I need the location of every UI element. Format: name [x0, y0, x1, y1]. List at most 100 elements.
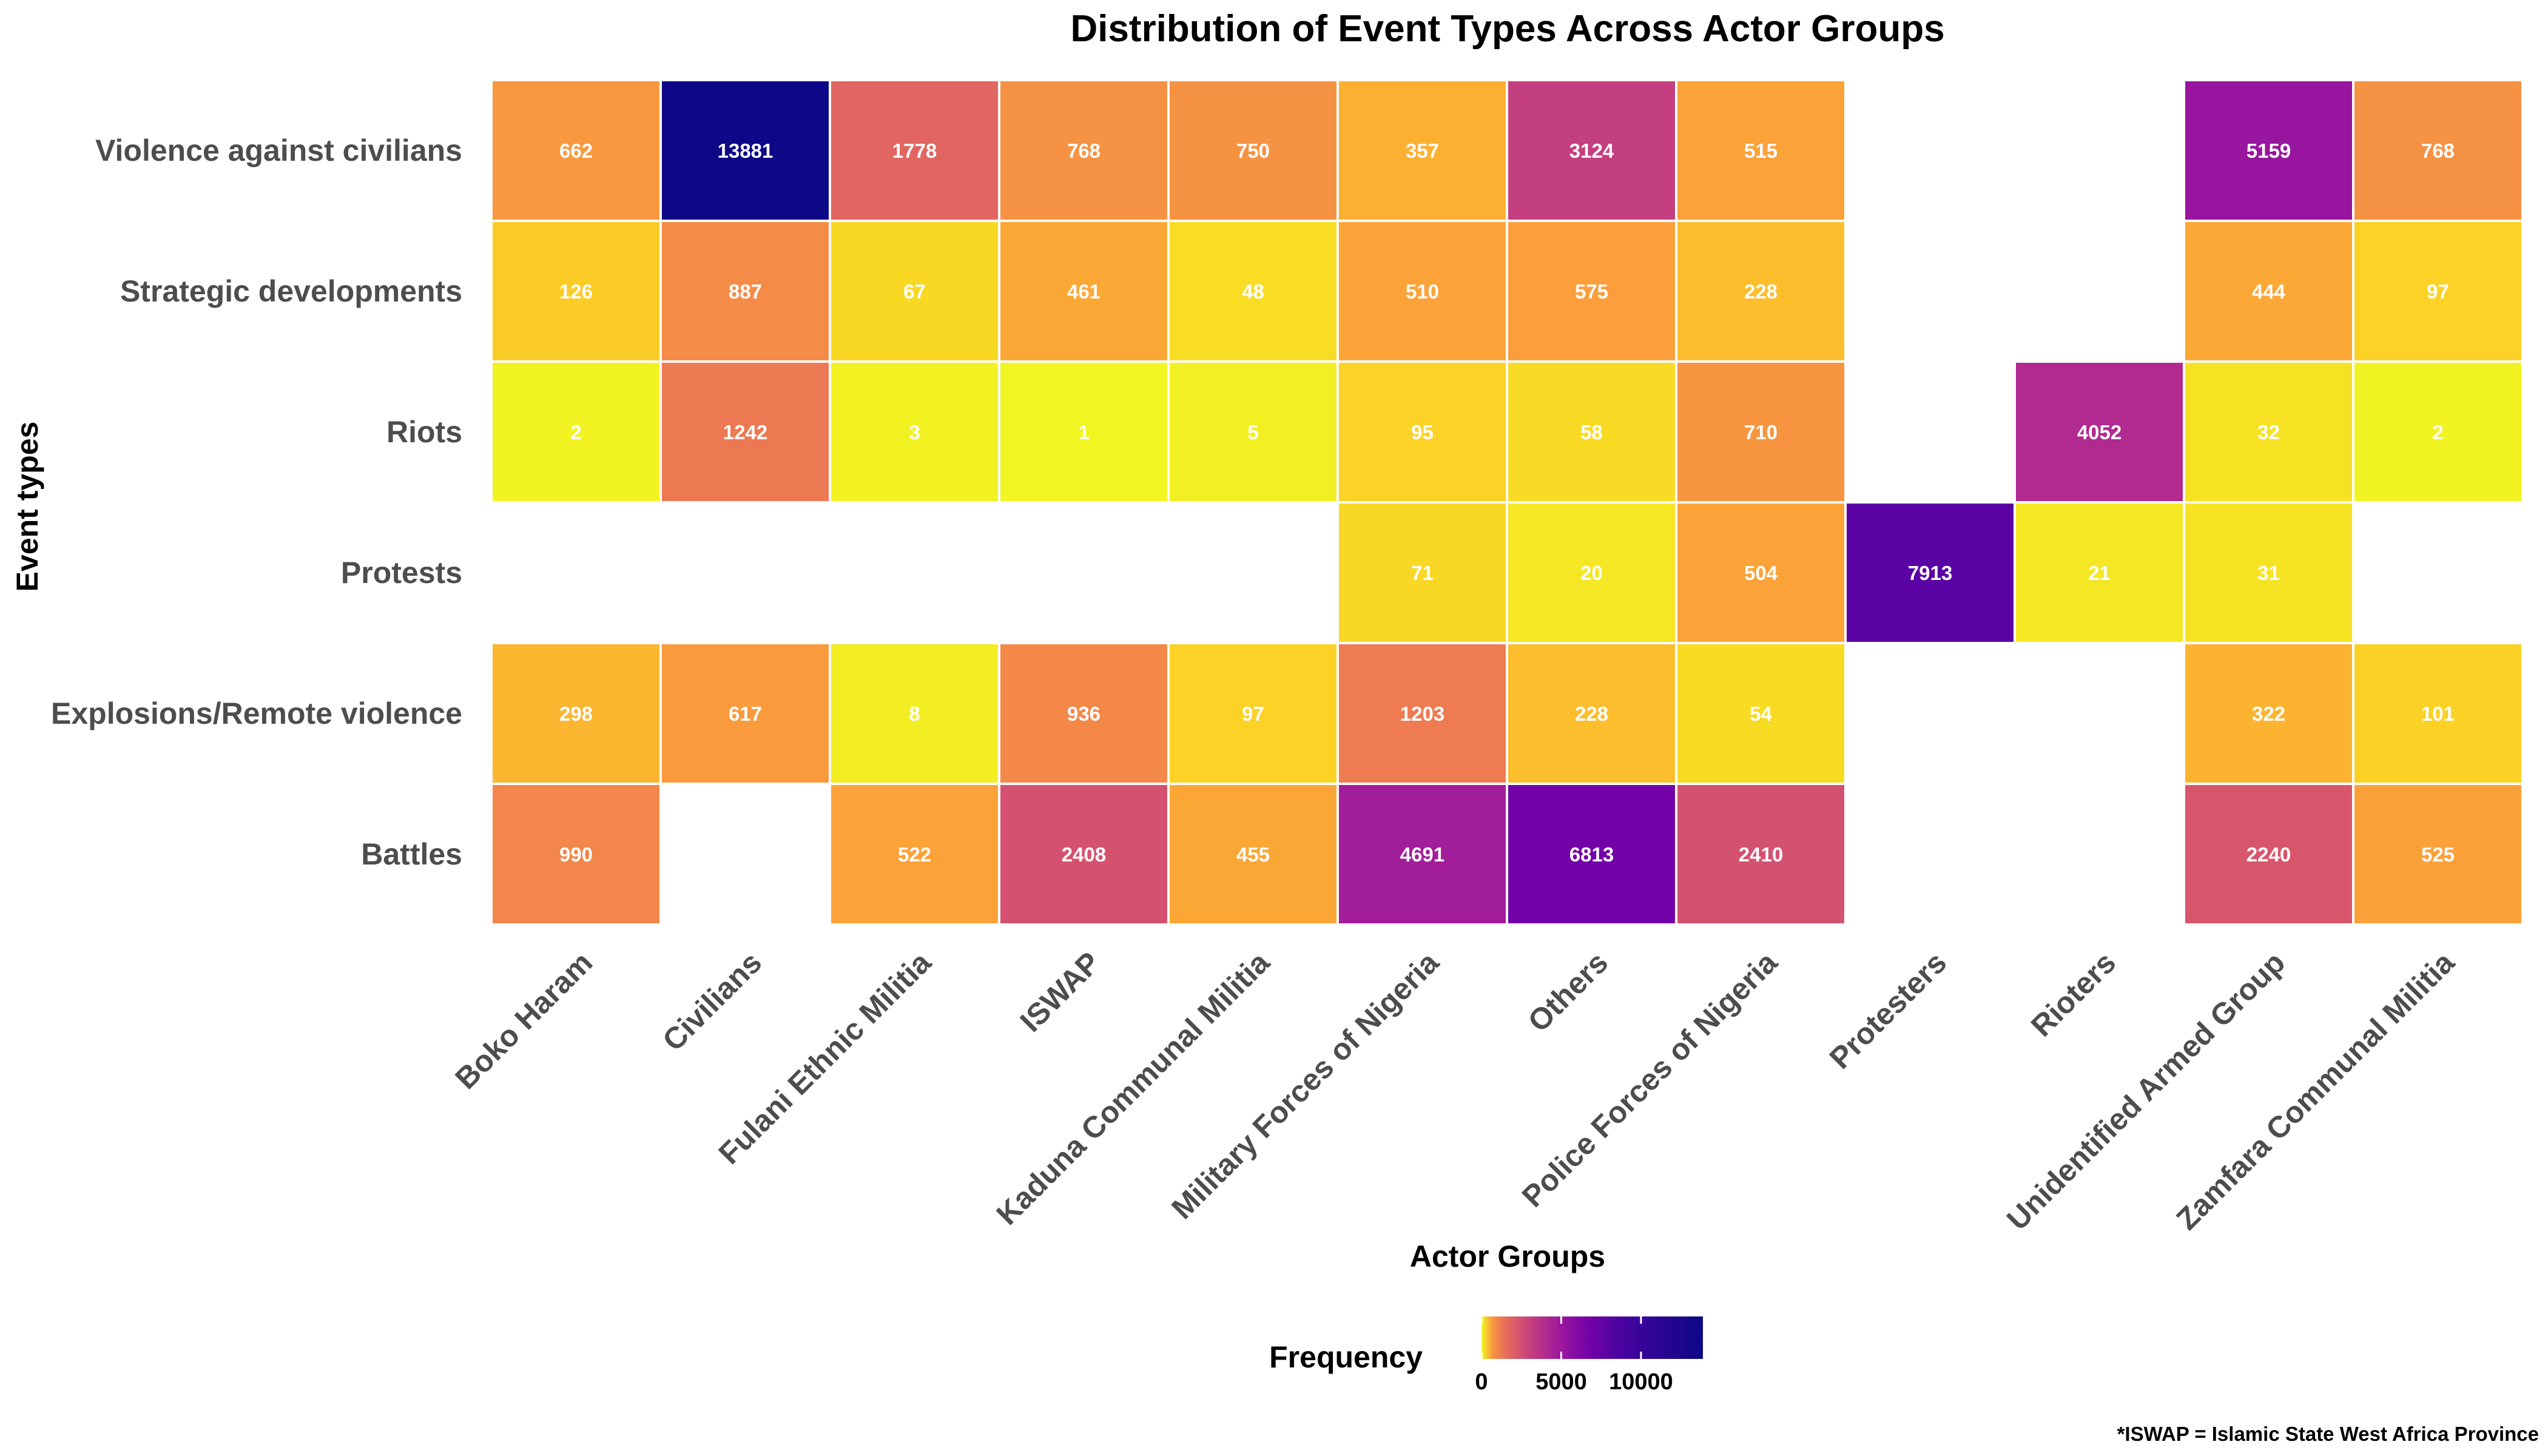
cell-value-label: 617 — [729, 703, 762, 725]
cell-value-label: 936 — [1067, 703, 1100, 725]
cell-value-label: 461 — [1067, 280, 1100, 303]
heatmap-cell — [2183, 642, 2354, 785]
heatmap-cell — [1844, 501, 2016, 644]
heatmap-cell — [2183, 783, 2354, 926]
cell-value-label: 3124 — [1569, 140, 1614, 162]
y-tick-label: Explosions/Remote violence — [51, 696, 462, 730]
legend-title: Frequency — [1269, 1340, 1423, 1374]
cell-value-label: 2 — [570, 421, 581, 443]
heatmap-cell — [2014, 360, 2185, 504]
color-legend: Frequency 0 5000 10000 — [1269, 1316, 1703, 1395]
cell-value-label: 7913 — [1908, 562, 1952, 584]
heatmap-cell — [2352, 783, 2524, 926]
heatmap-cell — [1336, 79, 1508, 222]
cell-value-label: 504 — [1744, 562, 1778, 584]
heatmap-cell — [1675, 79, 1847, 222]
y-tick-label: Violence against civilians — [95, 133, 462, 167]
heatmap-cell — [1506, 220, 1677, 363]
heatmap-cell — [490, 642, 662, 785]
cell-value-label: 525 — [2421, 843, 2455, 866]
cell-value-label: 1 — [1078, 421, 1089, 443]
cell-value-label: 228 — [1744, 280, 1778, 303]
legend-tick-label: 5000 — [1535, 1369, 1587, 1395]
heatmap-cell — [1336, 642, 1508, 785]
heatmap-cell — [659, 79, 831, 222]
cell-value-label: 97 — [2427, 280, 2449, 303]
cell-value-label: 5 — [1247, 421, 1258, 443]
y-tick-label: Protests — [341, 556, 462, 590]
cell-value-label: 21 — [2088, 562, 2111, 584]
cell-value-label: 322 — [2252, 703, 2285, 725]
heatmap-cell — [1675, 360, 1847, 504]
x-tick-label: Unidentified Armed Group — [2000, 945, 2291, 1236]
cell-value-label: 768 — [1067, 140, 1100, 162]
legend-tick-label: 0 — [1475, 1369, 1488, 1395]
x-tick-label: Boko Haram — [448, 945, 599, 1096]
cell-value-label: 67 — [903, 280, 926, 303]
legend-colorbar — [1481, 1316, 1703, 1359]
cell-value-label: 228 — [1575, 703, 1608, 725]
cell-value-label: 515 — [1744, 140, 1778, 162]
x-tick-label: Zamfara Communal Militia — [2170, 945, 2462, 1236]
cell-value-label: 71 — [1411, 562, 1434, 584]
cell-value-label: 31 — [2257, 562, 2280, 584]
cell-value-label: 575 — [1575, 280, 1608, 303]
x-tick-label: Kaduna Communal Militia — [990, 945, 1277, 1232]
cell-value-label: 2240 — [2246, 843, 2291, 866]
cell-value-label: 13881 — [718, 140, 774, 162]
cell-value-label: 662 — [559, 140, 593, 162]
cell-value-label: 5159 — [2246, 140, 2291, 162]
heatmap-cell — [1506, 360, 1677, 504]
cell-value-label: 54 — [1750, 703, 1772, 725]
heatmap-cell — [829, 360, 1000, 504]
cell-value-label: 48 — [1242, 280, 1264, 303]
heatmap-cell — [1675, 220, 1847, 363]
heatmap-cell — [1506, 783, 1677, 926]
heatmap-cell — [998, 220, 1170, 363]
heatmap-cell — [1675, 783, 1847, 926]
cell-value-label: 20 — [1580, 562, 1603, 584]
cell-value-label: 2410 — [1739, 843, 1783, 866]
cell-value-label: 95 — [1411, 421, 1434, 443]
y-axis-title: Event types — [10, 422, 44, 592]
heatmap-cell — [1336, 220, 1508, 363]
cell-value-label: 768 — [2421, 140, 2455, 162]
cell-value-label: 510 — [1406, 280, 1439, 303]
cell-value-label: 8 — [909, 703, 920, 725]
y-tick-label: Strategic developments — [120, 274, 462, 308]
heatmap-cell — [2352, 360, 2524, 504]
heatmap-cell — [490, 783, 662, 926]
y-tick-label: Battles — [361, 837, 462, 871]
cell-value-label: 444 — [2252, 280, 2286, 303]
x-axis-title: Actor Groups — [1410, 1239, 1605, 1273]
cell-value-label: 6813 — [1569, 843, 1614, 866]
heatmap-cell — [2352, 79, 2524, 222]
cell-value-label: 2408 — [1062, 843, 1106, 866]
cell-value-label: 2 — [2432, 421, 2443, 443]
x-tick-label: Civilians — [656, 945, 768, 1057]
heatmap-cell — [998, 783, 1170, 926]
heatmap-cell — [1167, 642, 1339, 785]
heatmap-cell — [1675, 642, 1847, 785]
heatmap-cell — [1167, 360, 1339, 504]
cell-value-label: 887 — [729, 280, 762, 303]
chart-title: Distribution of Event Types Across Actor… — [1070, 8, 1944, 50]
cell-value-label: 357 — [1406, 140, 1439, 162]
x-tick-label: Rioters — [2024, 945, 2122, 1043]
heatmap-cells — [490, 79, 2524, 926]
heatmap-cell — [2183, 501, 2354, 644]
legend-ticks: 0 5000 10000 — [1475, 1316, 1673, 1395]
y-tick-label: Riots — [386, 415, 462, 449]
heatmap-cell — [2014, 501, 2185, 644]
cell-value-label: 4691 — [1400, 843, 1444, 866]
heatmap-cell — [829, 79, 1000, 222]
heatmap-cell — [659, 360, 831, 504]
heatmap-cell — [1167, 783, 1339, 926]
heatmap-cell — [659, 220, 831, 363]
heatmap-cell — [2352, 220, 2524, 363]
cell-value-label: 710 — [1744, 421, 1778, 443]
heatmap-cell — [659, 642, 831, 785]
